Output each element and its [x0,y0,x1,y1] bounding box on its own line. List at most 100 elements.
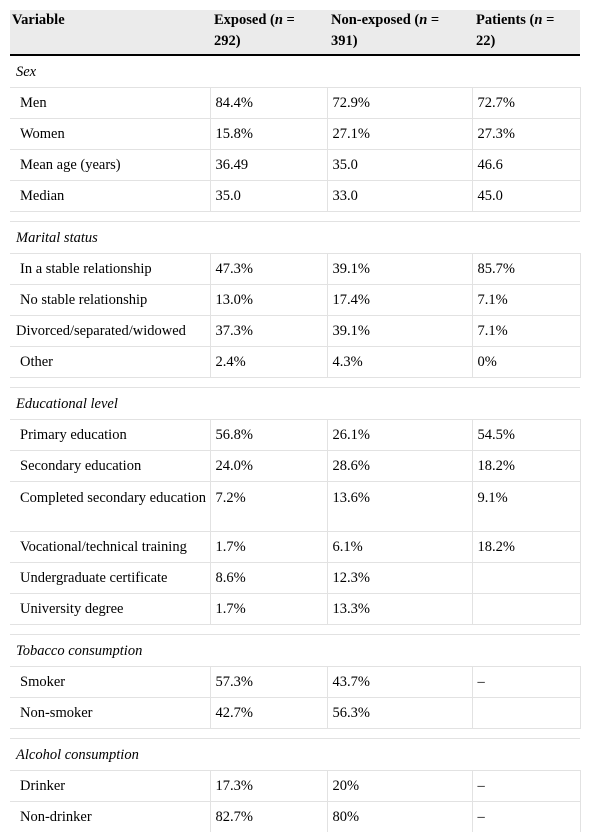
cell-nonexposed: 72.9% [327,87,473,119]
cell-patients: 9.1% [472,481,581,532]
row-label: Smoker [10,666,211,698]
table-row: Men 84.4% 72.9% 72.7% [10,87,581,119]
cell-nonexposed: 17.4% [327,284,473,316]
cell-exposed: 82.7% [210,801,328,832]
header-nonexposed: Non-exposed (n = 391) [327,10,472,56]
cell-exposed: 57.3% [210,666,328,698]
cell-patients: – [472,666,581,698]
table-row: Non-smoker 42.7% 56.3% [10,697,581,729]
cell-nonexposed: 20% [327,770,473,802]
cell-patients: 72.7% [472,87,581,119]
header-exposed: Exposed (n = 292) [210,10,327,56]
cell-patients: 18.2% [472,531,581,563]
header-patients: Patients (n = 22) [472,10,580,56]
section-title: Marital status [10,221,580,254]
cell-exposed: 1.7% [210,531,328,563]
cell-exposed: 8.6% [210,562,328,594]
table-row: No stable relationship 13.0% 17.4% 7.1% [10,284,581,316]
cell-patients: – [472,770,581,802]
cell-patients: 18.2% [472,450,581,482]
section-row-tobacco: Tobacco consumption [10,634,580,667]
cell-nonexposed: 13.6% [327,481,473,532]
cell-nonexposed: 27.1% [327,118,473,150]
table-row: In a stable relationship 47.3% 39.1% 85.… [10,253,581,285]
row-label: Secondary education [10,450,211,482]
header-variable: Variable [10,10,210,56]
cell-patients: 85.7% [472,253,581,285]
cell-nonexposed: 28.6% [327,450,473,482]
spacer-row [10,377,580,388]
row-label: Men [10,87,211,119]
cell-patients [472,562,581,594]
cell-exposed: 13.0% [210,284,328,316]
cell-patients: – [472,801,581,832]
cell-nonexposed: 43.7% [327,666,473,698]
cell-exposed: 1.7% [210,593,328,625]
cell-exposed: 2.4% [210,346,328,378]
row-label: Vocational/technical training [10,531,211,563]
cell-exposed: 15.8% [210,118,328,150]
row-label: Divorced/separated/widowed [10,315,211,347]
row-label: Other [10,346,211,378]
spacer-row [10,211,580,222]
cell-exposed: 84.4% [210,87,328,119]
cell-exposed: 42.7% [210,697,328,729]
spacer-row [10,624,580,635]
section-row-education: Educational level [10,387,580,420]
cell-nonexposed: 35.0 [327,149,473,181]
table-row: Women 15.8% 27.1% 27.3% [10,118,581,150]
cell-nonexposed: 4.3% [327,346,473,378]
cell-nonexposed: 56.3% [327,697,473,729]
spacer-cell [10,728,580,739]
row-label: University degree [10,593,211,625]
table-row: Non-drinker 82.7% 80% – [10,801,581,832]
section-row-marital: Marital status [10,221,580,254]
cell-exposed: 17.3% [210,770,328,802]
cell-patients: 7.1% [472,315,581,347]
spacer-cell [10,624,580,635]
cell-nonexposed: 33.0 [327,180,473,212]
row-label: Undergraduate certificate [10,562,211,594]
spacer-cell [10,211,580,222]
cell-exposed: 56.8% [210,419,328,451]
section-row-alcohol: Alcohol consumption [10,738,580,771]
row-label: Non-drinker [10,801,211,832]
cell-patients: 45.0 [472,180,581,212]
row-label-text: Completed secondary education [20,490,207,506]
cell-patients: 46.6 [472,149,581,181]
cell-nonexposed: 39.1% [327,253,473,285]
row-label: Drinker [10,770,211,802]
cell-exposed: 7.2% [210,481,328,532]
cell-patients: 7.1% [472,284,581,316]
cell-exposed: 47.3% [210,253,328,285]
row-label: No stable relationship [10,284,211,316]
cell-patients [472,697,581,729]
table-row: Drinker 17.3% 20% – [10,770,581,802]
demographics-table: Variable Exposed (n = 292) Non-exposed (… [10,10,581,832]
row-label: Median [10,180,211,212]
spacer-cell [10,377,580,388]
table-row: Primary education 56.8% 26.1% 54.5% [10,419,581,451]
section-title: Sex [10,54,580,88]
table-container: Variable Exposed (n = 292) Non-exposed (… [10,10,581,832]
table-row: Divorced/separated/widowed 37.3% 39.1% 7… [10,315,581,347]
table-row: Smoker 57.3% 43.7% – [10,666,581,698]
table-row: University degree 1.7% 13.3% [10,593,581,625]
cell-patients: 0% [472,346,581,378]
cell-patients: 27.3% [472,118,581,150]
row-label: Primary education [10,419,211,451]
cell-nonexposed: 13.3% [327,593,473,625]
row-label: Women [10,118,211,150]
table-row: Median 35.0 33.0 45.0 [10,180,581,212]
cell-nonexposed: 39.1% [327,315,473,347]
cell-nonexposed: 12.3% [327,562,473,594]
table-row: Vocational/technical training 1.7% 6.1% … [10,531,581,563]
section-title: Alcohol consumption [10,738,580,771]
row-label: Non-smoker [10,697,211,729]
row-label: In a stable relationship [10,253,211,285]
row-label: Mean age (years) [10,149,211,181]
cell-patients: 54.5% [472,419,581,451]
cell-patients [472,593,581,625]
header-row: Variable Exposed (n = 292) Non-exposed (… [10,10,580,56]
section-title: Educational level [10,387,580,420]
